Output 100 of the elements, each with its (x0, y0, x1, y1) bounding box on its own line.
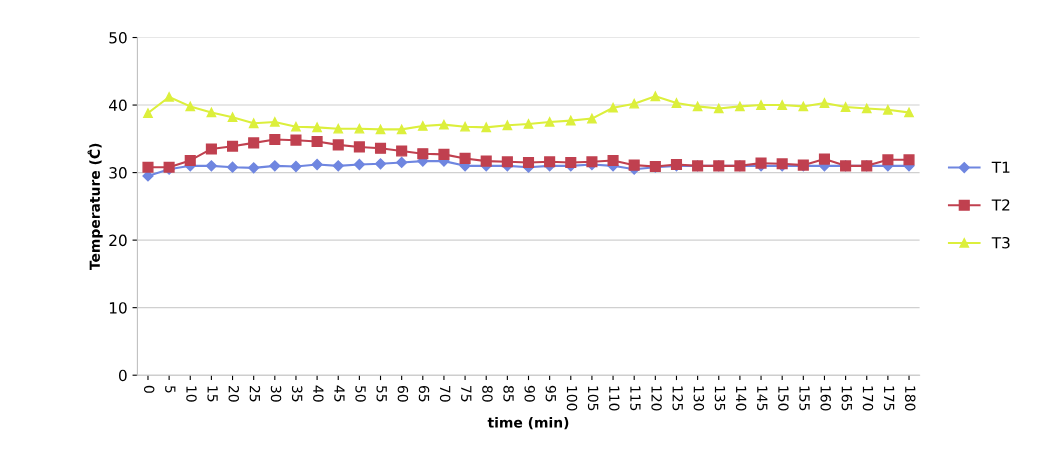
x-tick-label: 50 (355, 385, 366, 402)
x-tick-label: 25 (249, 385, 261, 402)
point (269, 133, 281, 146)
point (840, 102, 851, 112)
x-tick-label: 160 (820, 386, 831, 411)
point (332, 139, 344, 151)
x-tick-label: 70 (439, 386, 451, 402)
point (142, 161, 154, 173)
point (522, 156, 535, 169)
x-tick-label: 180 (904, 386, 916, 411)
x-axis-title: time (min) (487, 416, 569, 430)
x-tick-label: 35 (291, 385, 303, 402)
point (650, 91, 661, 102)
x-tick-label: 15 (207, 386, 218, 402)
y-tick-label: 50 (109, 31, 127, 44)
point (883, 104, 893, 115)
point (227, 112, 238, 123)
x-tick-label: 85 (503, 385, 514, 402)
point (248, 118, 259, 129)
x-tick-label: 40 (313, 385, 324, 402)
x-tick-label: 170 (862, 386, 874, 411)
point (819, 98, 830, 108)
point (417, 148, 429, 160)
point (332, 160, 344, 172)
x-tick-label: 20 (228, 385, 240, 402)
point (205, 143, 217, 155)
x-tick-label: 140 (735, 386, 747, 411)
point (628, 159, 640, 171)
point (544, 156, 556, 168)
point (861, 103, 872, 114)
x-tick-label: 120 (651, 386, 662, 411)
point (164, 92, 174, 102)
x-tick-label: 135 (714, 386, 726, 411)
x-tick-label: 75 (461, 386, 472, 402)
x-tick-label: 110 (609, 386, 620, 411)
point (374, 142, 387, 154)
point (502, 120, 513, 131)
point (756, 100, 766, 110)
x-tick-label: 175 (883, 386, 895, 411)
x-tick-label: 145 (757, 386, 768, 411)
point (565, 115, 576, 126)
point (904, 107, 914, 118)
x-tick-label: 100 (566, 386, 578, 411)
point (143, 108, 153, 119)
point (480, 155, 492, 167)
point (354, 123, 365, 134)
point (290, 134, 302, 146)
point (587, 113, 597, 124)
point (481, 122, 492, 133)
x-tick-label: 165 (841, 386, 853, 411)
point (523, 119, 534, 129)
point (185, 101, 196, 112)
point (184, 154, 196, 166)
point (333, 123, 344, 134)
point (439, 119, 449, 130)
y-tick-label: 0 (118, 369, 127, 382)
x-tick-label: 125 (672, 386, 683, 411)
point (353, 141, 365, 153)
point (396, 156, 408, 169)
point (311, 158, 323, 171)
point (713, 103, 724, 114)
point (629, 98, 640, 109)
point (269, 117, 280, 127)
x-tick-label: 45 (334, 385, 345, 402)
x-tick-label: 5 (165, 385, 176, 393)
x-tick-label: 150 (778, 386, 789, 411)
point (269, 160, 281, 172)
legend-label: T1 (991, 161, 1010, 173)
x-tick-label: 30 (270, 385, 282, 402)
point (882, 154, 894, 166)
point (501, 156, 513, 168)
point (417, 121, 428, 131)
point (312, 122, 322, 133)
point (374, 158, 387, 170)
y-tick-label: 10 (109, 302, 127, 314)
point (375, 124, 386, 135)
y-tick-label: 20 (109, 234, 127, 247)
point (206, 107, 217, 118)
point (460, 121, 470, 132)
y-axis-title: Temperature (C̊) (87, 143, 103, 271)
point (248, 162, 260, 174)
x-tick-label: 105 (587, 386, 599, 411)
point (903, 154, 915, 166)
point (226, 140, 239, 152)
point (311, 135, 323, 148)
x-tick-label: 115 (630, 386, 641, 411)
point (608, 102, 618, 113)
y-tick-label: 40 (108, 99, 127, 112)
x-tick-label: 90 (524, 385, 535, 402)
x-tick-label: 155 (799, 386, 810, 411)
point (226, 161, 239, 173)
x-tick-label: 10 (186, 386, 197, 402)
point (735, 101, 745, 112)
point (291, 121, 301, 132)
point (396, 145, 408, 157)
legend-label: T3 (991, 236, 1010, 249)
point (248, 137, 260, 149)
point (692, 101, 703, 112)
point (798, 101, 809, 112)
legend-label: T2 (991, 199, 1010, 211)
